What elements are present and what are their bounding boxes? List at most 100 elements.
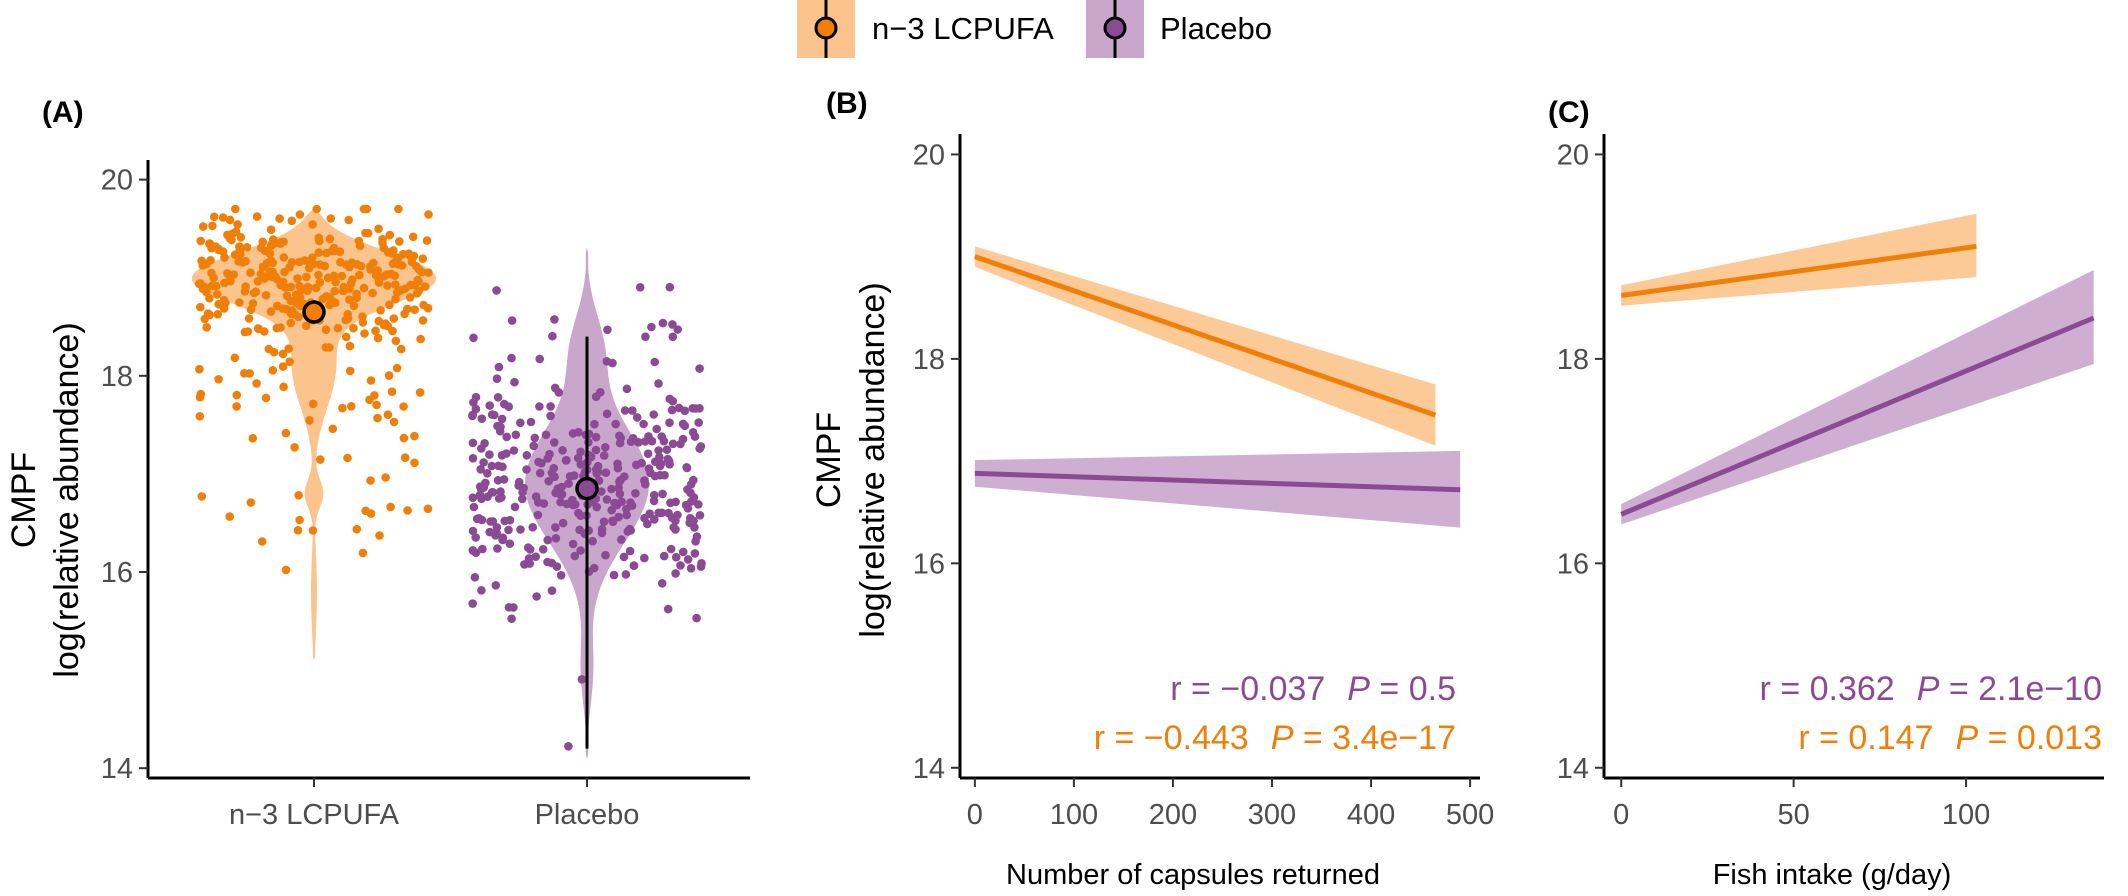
- panel-a-plot: 14 16 18 20 n−3 LCPUFA Placebo: [101, 160, 750, 831]
- panel-a-point: [267, 272, 277, 282]
- panel-a-point: [328, 424, 338, 434]
- panel-a-point: [497, 493, 506, 502]
- panel-b-annotation-n3: r = −0.443 P = 3.4e−17: [1094, 719, 1456, 757]
- panel-b-y-tick-label: 16: [913, 548, 945, 580]
- panel-a-point: [602, 409, 612, 419]
- panel-a-point: [374, 224, 383, 234]
- panel-a-point: [593, 461, 603, 471]
- panel-a-point: [246, 268, 255, 278]
- panel-a-point: [233, 220, 242, 229]
- panel-a-point: [381, 473, 390, 482]
- panel-a-point: [599, 451, 609, 460]
- panel-a-point: [691, 404, 700, 413]
- panel-a-point: [391, 280, 400, 289]
- panel-a-point: [597, 487, 606, 496]
- panel-a-point: [260, 274, 269, 283]
- panel-a-point: [220, 253, 229, 262]
- panel-a-point: [696, 562, 706, 571]
- panel-a-point: [272, 301, 282, 311]
- panel-a-point: [564, 479, 573, 488]
- panel-a-point: [568, 539, 578, 549]
- panel-a-point: [487, 461, 497, 471]
- panel-a-point: [418, 316, 428, 325]
- panel-a-point: [346, 279, 356, 288]
- panel-a-point: [244, 314, 254, 323]
- panel-a-point: [551, 523, 560, 532]
- panel-a-point: [601, 443, 610, 452]
- panel-a-point: [603, 325, 612, 335]
- panel-a-point: [468, 599, 478, 608]
- panel-a-point: [359, 283, 369, 293]
- panel-a-point: [379, 243, 389, 253]
- panel-a-point: [666, 544, 676, 554]
- panel-a-point: [347, 402, 356, 411]
- panel-a-point: [647, 436, 657, 446]
- panel-a-point: [470, 573, 480, 582]
- panel-a-point: [665, 282, 675, 292]
- panel-a-point: [485, 450, 494, 459]
- panel-a-point: [531, 492, 541, 501]
- panel-a-point: [345, 341, 355, 351]
- panel-a-point: [616, 433, 626, 443]
- panel-a-point: [665, 394, 675, 404]
- panel-a-point: [318, 294, 328, 304]
- panel-a-point: [601, 550, 610, 560]
- panel-a-point: [498, 533, 508, 542]
- panel-a-point: [410, 431, 419, 441]
- panel-a-point: [469, 333, 478, 343]
- panel-a-point: [404, 249, 414, 258]
- panel-a-point: [386, 269, 396, 279]
- panel-a-point: [689, 493, 699, 502]
- panel-a-point: [320, 261, 330, 271]
- panel-a-point: [678, 434, 688, 444]
- panel-b-annotation-placebo-p: = 0.5: [1370, 670, 1456, 708]
- panel-a-point: [538, 545, 548, 554]
- panel-a-point: [547, 586, 557, 595]
- legend: n−3 LCPUFA Placebo: [797, 0, 1272, 58]
- panel-c-annotation-placebo: r = 0.362 P = 2.1e−10: [1760, 670, 2102, 708]
- panel-a-point: [639, 419, 648, 429]
- panel-a-point: [571, 500, 580, 509]
- panel-a-point: [480, 439, 489, 448]
- panel-a-point: [565, 472, 575, 481]
- panel-a-point: [678, 419, 688, 429]
- panel-a-point: [352, 289, 361, 299]
- panel-a-point: [410, 305, 419, 315]
- panel-a-point: [279, 382, 288, 392]
- panel-a-point: [331, 277, 340, 287]
- panel-a-point: [197, 492, 207, 501]
- panel-a-point: [195, 412, 205, 421]
- panel-a-point: [643, 519, 652, 529]
- panel-a-point: [607, 484, 616, 494]
- panel-a-point: [316, 455, 325, 464]
- panel-a-point: [641, 332, 650, 342]
- panel-a-point: [400, 453, 410, 463]
- panel-a-point: [548, 331, 557, 341]
- panel-a-point: [391, 294, 400, 304]
- panel-a-point: [424, 210, 433, 219]
- panel-a-point: [623, 527, 633, 536]
- panel-a-point: [198, 222, 208, 231]
- panel-a-x-tick-label: n−3 LCPUFA: [229, 799, 400, 831]
- panel-a-point: [325, 234, 335, 244]
- panel-a-point: [535, 468, 545, 478]
- panel-b-annotation-n3-r: r = −0.443: [1094, 719, 1249, 757]
- panel-a-point: [281, 565, 291, 575]
- panel-a-point: [219, 295, 229, 305]
- panel-a-point: [376, 306, 385, 315]
- panel-a-point: [252, 379, 261, 388]
- panel-a-point: [235, 298, 244, 307]
- panel-a-point: [622, 384, 632, 394]
- panel-a-point: [510, 377, 519, 387]
- panel-b-y-tick-label: 14: [913, 753, 945, 785]
- panel-a-point: [611, 419, 620, 429]
- panel-a-point: [202, 259, 211, 269]
- panel-a-point: [321, 325, 331, 335]
- panel-a-point: [662, 445, 672, 455]
- panel-a-point: [663, 604, 673, 614]
- legend-label-n3-lcpufa: n−3 LCPUFA: [872, 11, 1054, 46]
- panel-a-point: [207, 268, 216, 278]
- panel-a-point: [268, 366, 278, 375]
- panel-a-point: [352, 524, 362, 534]
